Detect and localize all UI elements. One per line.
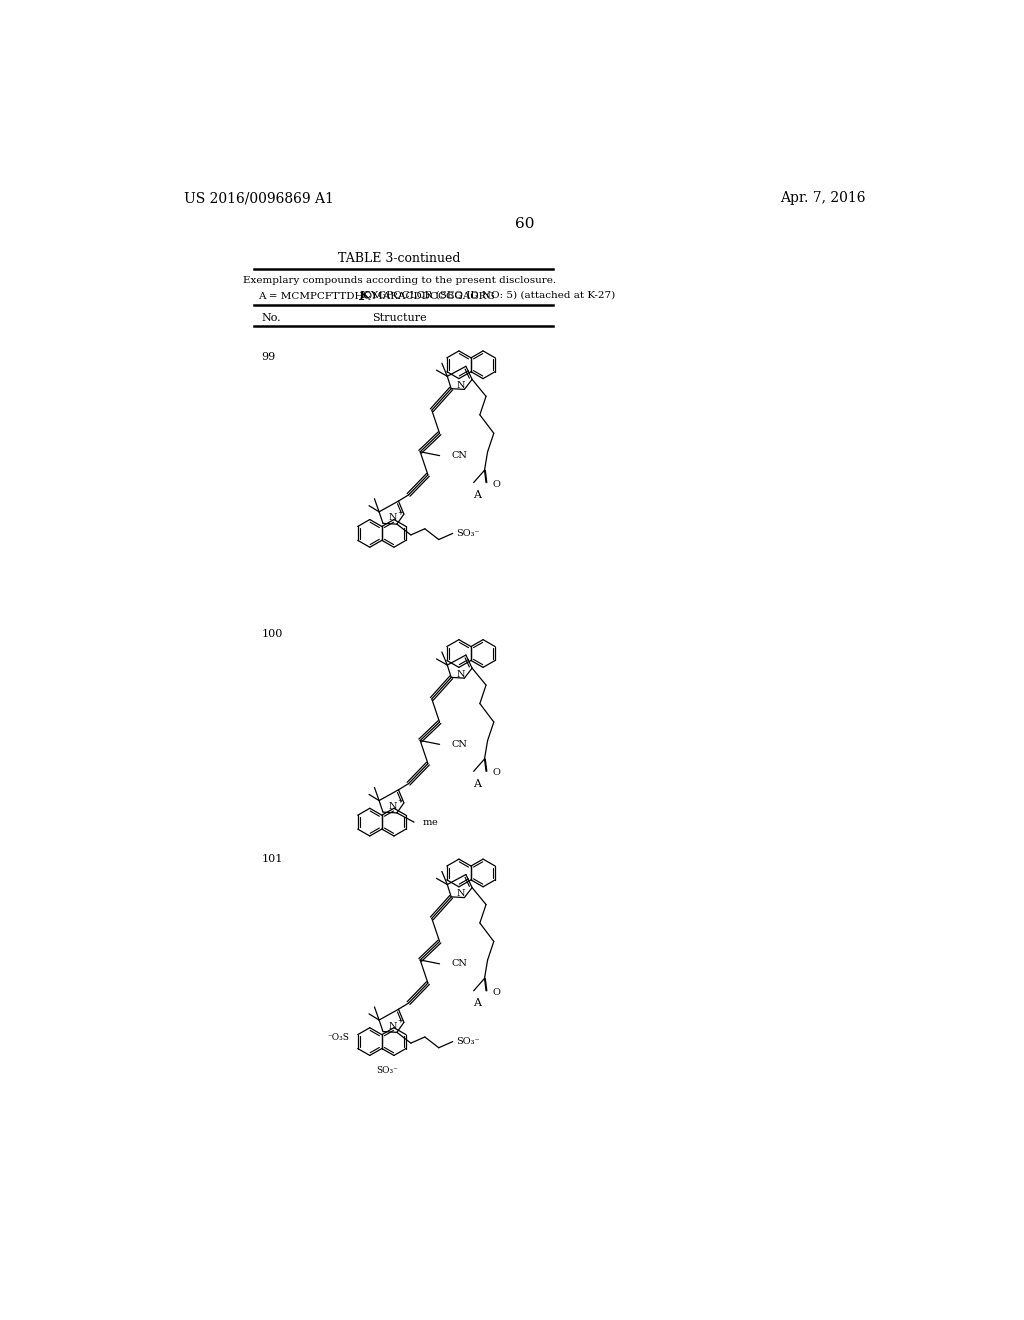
- Text: Structure: Structure: [372, 313, 427, 323]
- Text: CYGPQCLCR (SEQ ID NO: 5) (attached at K-27): CYGPQCLCR (SEQ ID NO: 5) (attached at K-…: [364, 290, 615, 300]
- Text: CN: CN: [452, 960, 467, 969]
- Text: 101: 101: [261, 854, 283, 865]
- Text: CN: CN: [452, 741, 467, 748]
- Text: SO₃⁻: SO₃⁻: [457, 529, 480, 537]
- Text: A: A: [473, 490, 480, 500]
- Text: e: e: [431, 817, 437, 826]
- Text: +: +: [397, 797, 402, 805]
- Text: N: N: [457, 669, 466, 678]
- Text: Exemplary compounds according to the present disclosure.: Exemplary compounds according to the pre…: [243, 276, 556, 285]
- Text: Apr. 7, 2016: Apr. 7, 2016: [780, 191, 866, 206]
- Text: ⁻O₃S: ⁻O₃S: [328, 1034, 349, 1043]
- Text: No.: No.: [261, 313, 281, 323]
- Text: 100: 100: [261, 630, 283, 639]
- Text: N: N: [389, 513, 397, 523]
- Text: +: +: [397, 1016, 402, 1024]
- Text: N: N: [389, 803, 397, 812]
- Text: N: N: [389, 1022, 397, 1031]
- Text: CN: CN: [452, 451, 467, 461]
- Text: SO₃⁻: SO₃⁻: [376, 1067, 398, 1076]
- Text: N: N: [457, 890, 466, 898]
- Text: m: m: [423, 817, 432, 826]
- Text: TABLE 3-continued: TABLE 3-continued: [338, 252, 461, 265]
- Text: 60: 60: [515, 216, 535, 231]
- Text: A: A: [473, 998, 480, 1008]
- Text: O: O: [493, 768, 500, 777]
- Text: O: O: [493, 479, 500, 488]
- Text: US 2016/0096869 A1: US 2016/0096869 A1: [183, 191, 334, 206]
- Text: A: A: [473, 779, 480, 788]
- Text: 99: 99: [261, 352, 275, 362]
- Text: O: O: [493, 987, 500, 997]
- Text: K: K: [359, 290, 369, 300]
- Text: SO₃⁻: SO₃⁻: [457, 1038, 480, 1045]
- Text: A = MCMPCFTTDHQMARACDDCCGGAGRG: A = MCMPCFTTDHQMARACDDCCGGAGRG: [258, 290, 495, 300]
- Text: N: N: [457, 381, 466, 389]
- Text: +: +: [397, 508, 402, 516]
